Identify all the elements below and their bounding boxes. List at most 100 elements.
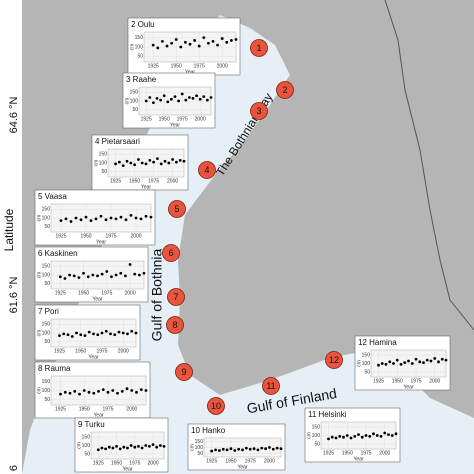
data-point [114, 217, 118, 221]
x-tick-label: 2000 [124, 290, 135, 296]
site-number: 1 [256, 43, 261, 53]
data-point [96, 274, 99, 278]
y-tick-label: 150 [362, 352, 371, 358]
x-tick-label: 1975 [96, 348, 107, 354]
y-tick-label: 100 [312, 433, 321, 439]
y-tick-label: 50 [137, 54, 143, 60]
data-point [63, 277, 67, 280]
data-point [89, 219, 93, 223]
data-point [229, 447, 233, 451]
x-tick-label: 1975 [194, 63, 205, 69]
data-point [59, 219, 63, 223]
data-point [92, 391, 96, 395]
inset-chart: 12 Hamina 50 100 150 1925 1950 1975 2000 Year cm [354, 335, 451, 390]
site-marker [250, 39, 268, 57]
x-tick-label: 1975 [129, 460, 140, 466]
data-point [118, 447, 122, 451]
data-point [368, 434, 372, 438]
data-point [133, 272, 137, 276]
data-point [244, 446, 248, 450]
data-point [122, 445, 126, 449]
data-point [191, 96, 195, 100]
data-point [94, 217, 98, 221]
data-point [163, 159, 167, 163]
region-label: Gulf of Bothnia [149, 248, 165, 341]
y-tick-label: 100 [42, 388, 51, 394]
data-point [70, 335, 74, 338]
data-point [388, 360, 392, 364]
data-point [206, 98, 209, 102]
data-point [99, 214, 103, 218]
data-point [379, 434, 383, 438]
inset-chart: 3 Raahe 50 100 150 1925 1950 1975 2000 Year cm [122, 72, 216, 128]
data-point [342, 435, 345, 439]
data-point [345, 434, 349, 437]
site-number: 5 [174, 204, 179, 214]
site-number: 10 [211, 401, 221, 411]
x-tick-label: 1950 [80, 233, 91, 239]
station-label: 9 Turku [78, 420, 105, 429]
x-tick-label: 2000 [167, 178, 178, 184]
data-point [128, 263, 132, 266]
y-tick-label: 150 [82, 434, 91, 440]
data-point [380, 362, 384, 365]
y-tick-label: 100 [99, 160, 108, 166]
x-tick-label: 1950 [75, 348, 86, 354]
data-point [109, 216, 113, 220]
x-tick-label: 1975 [101, 290, 112, 296]
y-axis-label: cm [36, 215, 42, 222]
data-point [73, 390, 77, 393]
data-point [207, 41, 210, 45]
data-point [121, 331, 125, 335]
x-axis-label: Year [237, 464, 247, 470]
station-label: 5 Vaasa [38, 192, 67, 201]
x-tick-label: 1975 [245, 458, 256, 464]
data-point [151, 443, 155, 447]
data-point [165, 44, 169, 48]
data-point [148, 96, 152, 99]
data-point [100, 446, 104, 450]
data-point [437, 360, 440, 364]
inset-chart: 6 Kaskinen 50 100 150 1925 1950 1975 2000 Year cm [34, 246, 149, 302]
x-tick-label: 1925 [148, 63, 159, 69]
x-axis-label: Year [170, 122, 180, 128]
data-point [134, 331, 138, 335]
data-point [62, 332, 66, 336]
data-point [220, 37, 224, 40]
x-tick-label: 1950 [111, 460, 122, 466]
data-point [166, 100, 170, 104]
x-tick-label: 2000 [429, 378, 440, 384]
data-point [193, 39, 197, 42]
data-point [83, 334, 87, 338]
data-point [139, 388, 143, 391]
data-point [75, 331, 78, 335]
data-point [137, 444, 140, 448]
data-point [100, 331, 104, 335]
data-point [372, 432, 375, 436]
data-point [195, 94, 199, 98]
data-point [120, 390, 124, 393]
site-marker [250, 102, 268, 120]
station-label: 12 Hamina [358, 338, 397, 347]
data-point [82, 271, 85, 275]
data-point [159, 98, 163, 102]
site-marker [276, 81, 294, 99]
station-label: 11 Helsinki [308, 410, 347, 419]
data-point [79, 218, 83, 222]
data-point [156, 157, 159, 161]
x-tick-label: 1975 [148, 178, 159, 184]
x-tick-label: 1925 [55, 290, 66, 296]
data-point [100, 272, 104, 276]
y-tick-label: 50 [314, 441, 320, 447]
data-point [429, 359, 433, 363]
data-point [275, 446, 279, 450]
y-axis-label: cm [93, 160, 99, 167]
data-point [210, 449, 214, 453]
x-tick-label: 1925 [323, 450, 334, 456]
data-point [92, 332, 95, 336]
data-point [144, 389, 148, 392]
axis-title: Latitude [2, 208, 16, 251]
y-axis-label: cm [129, 44, 135, 51]
data-point [179, 45, 183, 49]
